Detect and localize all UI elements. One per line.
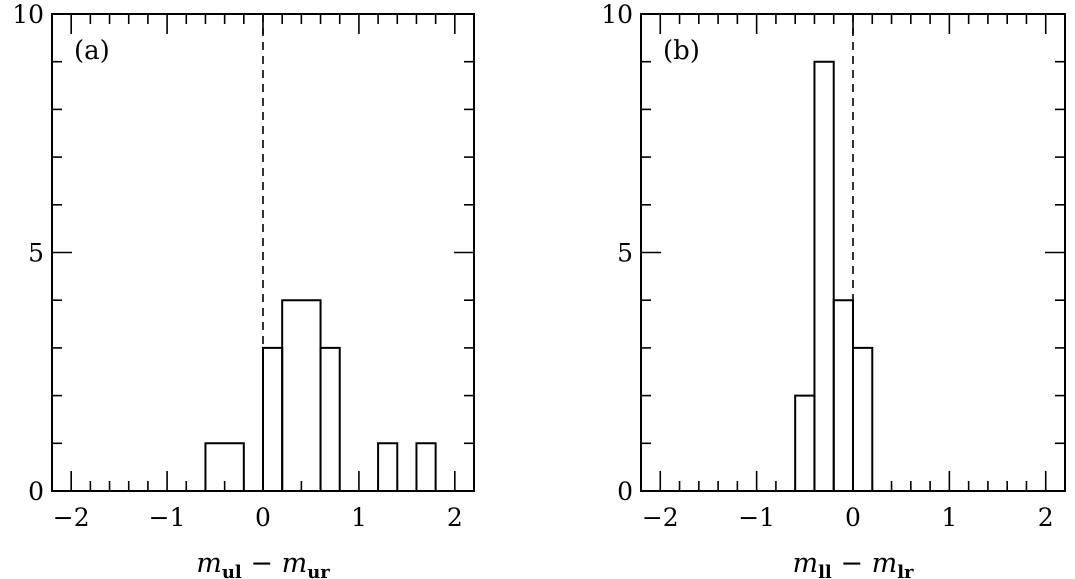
panel-b: −2 −1 0 1 2 0 5 10 (b) mll − mlr (601, 0, 1066, 579)
y-tick-label: 10 (601, 0, 633, 29)
histogram-bar (794, 394, 816, 491)
x-tick-label: 1 (351, 503, 367, 532)
histogram-bar (319, 346, 341, 491)
x-tick-label: −2 (53, 503, 90, 532)
panel-label: (a) (74, 36, 110, 66)
histogram-bar (415, 442, 437, 491)
x-tick-label: 0 (845, 503, 861, 532)
x-tick-label: 1 (941, 503, 957, 532)
histogram-bar (204, 442, 245, 491)
x-tick-label: 0 (255, 503, 271, 532)
y-tick-label: 0 (28, 477, 44, 506)
histogram-bar (832, 299, 854, 491)
x-tick-label: −2 (642, 503, 679, 532)
histogram-bar (281, 299, 322, 491)
y-tick-label: 10 (12, 0, 44, 29)
panel-a: −2 −1 0 1 2 0 5 10 (a) mul − mur (12, 0, 475, 579)
y-tick-label: 0 (617, 477, 633, 506)
x-axis-label: mul − mur (196, 548, 330, 579)
y-tick-label: 5 (617, 239, 633, 268)
histogram-bar (262, 346, 284, 491)
histogram-bar (813, 60, 835, 491)
histogram-bar (852, 346, 874, 491)
histogram-bar (377, 442, 399, 491)
y-tick-label: 5 (28, 239, 44, 268)
x-tick-label: 2 (447, 503, 463, 532)
x-tick-label: 2 (1038, 503, 1054, 532)
x-tick-label: −1 (738, 503, 775, 532)
x-axis-label: mll − mlr (792, 548, 914, 579)
panel-label: (b) (663, 36, 700, 66)
x-tick-label: −1 (149, 503, 186, 532)
